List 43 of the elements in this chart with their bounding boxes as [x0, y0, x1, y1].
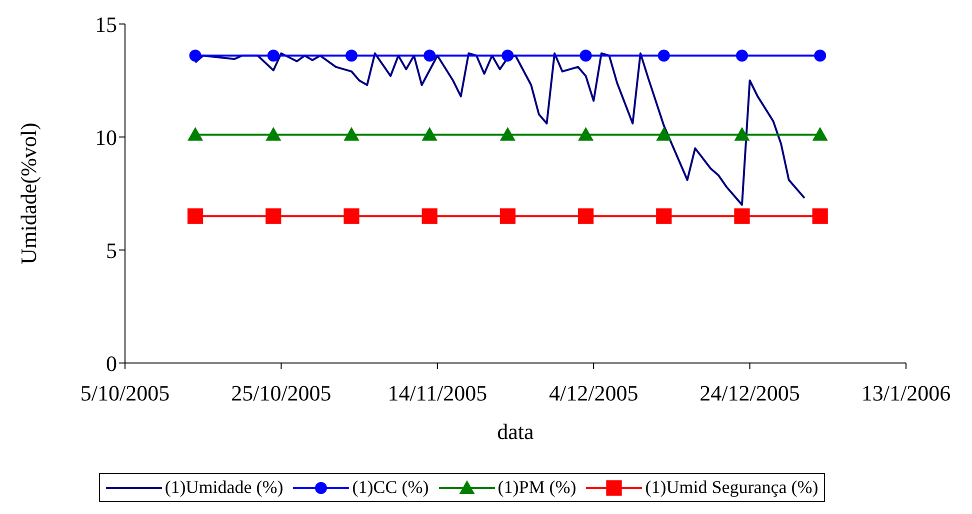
- legend-label: (1)Umid Segurança (%): [645, 477, 818, 498]
- point: [734, 126, 750, 141]
- point: [580, 50, 592, 62]
- x-axis-title: data: [497, 419, 534, 444]
- point: [500, 208, 516, 224]
- point: [500, 126, 516, 141]
- x-tick-label: 25/10/2005: [231, 380, 332, 406]
- point: [736, 50, 748, 62]
- legend-label: (1)PM (%): [498, 477, 576, 498]
- point: [267, 50, 280, 62]
- point: [578, 208, 594, 224]
- point: [734, 208, 750, 224]
- point: [266, 126, 282, 141]
- x-tick-label: 14/11/2005: [388, 380, 488, 406]
- point: [578, 126, 594, 141]
- point: [812, 126, 828, 141]
- point: [422, 208, 438, 224]
- point: [502, 50, 514, 62]
- y-tick-label: 5: [106, 238, 117, 263]
- point: [814, 50, 826, 62]
- point: [656, 208, 672, 224]
- x-tick-label: 4/12/2005: [548, 380, 638, 406]
- point: [345, 50, 358, 62]
- x-tick-label: 13/1/2006: [861, 380, 951, 406]
- point: [422, 126, 438, 141]
- point: [187, 126, 204, 141]
- point: [812, 208, 828, 224]
- y-tick-label: 15: [95, 12, 117, 37]
- x-tick-label: 24/12/2005: [700, 380, 800, 406]
- y-tick-label: 10: [95, 124, 117, 150]
- point: [656, 126, 672, 141]
- point: [189, 50, 202, 62]
- point: [266, 208, 282, 224]
- legend-label: (1)CC (%): [352, 477, 429, 498]
- point: [658, 50, 670, 62]
- point: [344, 126, 360, 141]
- point: [424, 50, 436, 62]
- legend-label: (1)Umidade (%): [164, 477, 284, 498]
- point: [344, 208, 360, 224]
- y-tick-label: 0: [106, 350, 117, 376]
- x-tick-label: 5/10/2005: [80, 380, 170, 406]
- y-axis-title: Umidade(%vol): [16, 122, 41, 264]
- point: [187, 208, 204, 224]
